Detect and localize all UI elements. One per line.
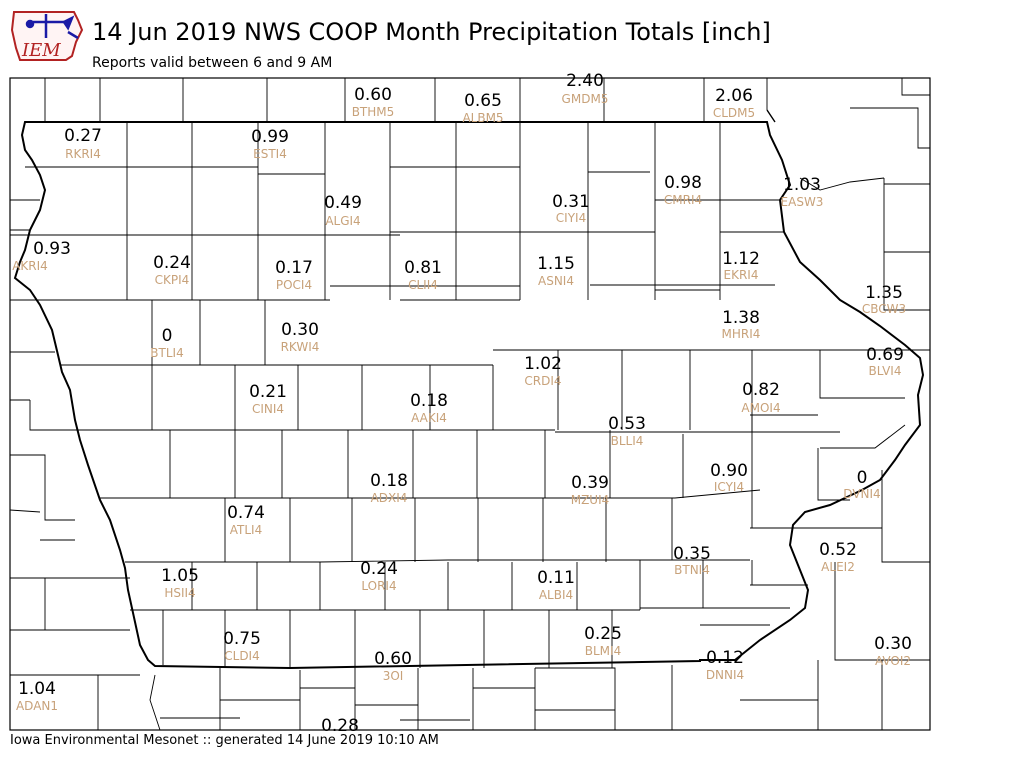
station-value: 0.99 (251, 127, 289, 147)
map-title: 14 Jun 2019 NWS COOP Month Precipitation… (92, 18, 771, 46)
station-value: 1.04 (18, 679, 56, 699)
station-value: 0.52 (819, 540, 857, 560)
station-id: AAKI4 (411, 411, 447, 425)
station-id: ESTI4 (253, 147, 287, 161)
station-value: 0.31 (552, 192, 590, 212)
station-id: AKRI4 (12, 259, 48, 273)
station-id: EASW3 (781, 195, 824, 209)
station-value: 0.24 (360, 559, 398, 579)
station-id: ICYI4 (714, 480, 744, 494)
station-id: AMOI4 (741, 401, 780, 415)
station-value: 0 (857, 468, 868, 488)
station-id: CMRI4 (664, 193, 702, 207)
station-id: ALEI2 (821, 560, 855, 574)
station-id: RKRI4 (65, 147, 101, 161)
station-id: CKPI4 (155, 273, 190, 287)
footer-credit: Iowa Environmental Mesonet :: generated … (10, 733, 439, 748)
logo-text: IEM (21, 40, 61, 61)
station-value: 1.12 (722, 249, 760, 269)
station-value: 0.25 (584, 624, 622, 644)
station-value: 1.05 (161, 566, 199, 586)
station-id: BTLI4 (150, 346, 183, 360)
station-value: 0.90 (710, 461, 748, 481)
county-boundaries (10, 78, 930, 730)
station-id: ALGI4 (325, 214, 360, 228)
station-id: POCI4 (276, 278, 312, 292)
station-id: CLII4 (408, 278, 438, 292)
station-value: 0.27 (64, 126, 102, 146)
station-id: 3OI (383, 669, 404, 683)
station-value: 0.30 (281, 320, 319, 340)
station-id: CBCW3 (862, 302, 906, 316)
station-id: BTHM5 (352, 105, 395, 119)
station-value: 0.53 (608, 414, 646, 434)
station-value: 1.02 (524, 354, 562, 374)
station-id: CLDM5 (713, 106, 755, 120)
station-id: DNNI4 (706, 668, 744, 682)
station-id: EKRI4 (724, 268, 759, 282)
station-id: ADXI4 (371, 491, 408, 505)
station-value: 0.21 (249, 382, 287, 402)
station-id: BLMI4 (585, 644, 621, 658)
station-id: CIYI4 (556, 211, 586, 225)
station-value: 0.75 (223, 629, 261, 649)
station-value: 0.18 (370, 471, 408, 491)
station-value: 1.38 (722, 308, 760, 328)
station-value: 0.93 (33, 239, 71, 259)
station-id: LORI4 (361, 579, 396, 593)
station-id: CLDI4 (224, 649, 259, 663)
station-id: BTNI4 (674, 563, 710, 577)
station-value: 0.39 (571, 473, 609, 493)
station-value: 0.65 (464, 91, 502, 111)
station-id: BLVI4 (869, 364, 902, 378)
station-id: HSII4 (164, 586, 195, 600)
station-id: ADAN1 (16, 699, 58, 713)
weather-station-icon (25, 14, 79, 40)
station-id: DVNI4 (843, 487, 880, 501)
station-value: 0.12 (706, 648, 744, 668)
station-value: 0.98 (664, 173, 702, 193)
station-value: 1.15 (537, 254, 575, 274)
station-id: ALBM5 (462, 111, 503, 125)
station-id: BLLI4 (611, 434, 644, 448)
station-value: 1.35 (865, 283, 903, 303)
station-id: CRDI4 (524, 374, 561, 388)
station-value: 0.74 (227, 503, 265, 523)
station-value: 0.82 (742, 380, 780, 400)
station-value: 0.60 (374, 649, 412, 669)
station-id: ATLI4 (230, 523, 262, 537)
station-value: 1.03 (783, 175, 821, 195)
station-value: 0.60 (354, 85, 392, 105)
map-frame (9, 77, 931, 731)
iem-logo: IEM (8, 8, 84, 66)
station-value: 0.81 (404, 258, 442, 278)
station-id: CINI4 (252, 402, 284, 416)
map-subtitle: Reports valid between 6 and 9 AM (92, 55, 333, 71)
station-value: 0.28 (321, 716, 359, 736)
station-value: 0.24 (153, 253, 191, 273)
station-value: 2.40 (566, 71, 604, 91)
station-id: AVOI2 (875, 654, 911, 668)
station-value: 0.69 (866, 345, 904, 365)
station-value: 0 (162, 326, 173, 346)
station-value: 0.30 (874, 634, 912, 654)
station-id: ALBI4 (539, 588, 573, 602)
station-value: 0.49 (324, 193, 362, 213)
station-id: GMDM5 (562, 92, 609, 106)
station-value: 2.06 (715, 86, 753, 106)
station-id: MHRI4 (722, 327, 761, 341)
station-id: RKWI4 (281, 340, 320, 354)
station-value: 0.18 (410, 391, 448, 411)
station-value: 0.11 (537, 568, 575, 588)
station-value: 0.17 (275, 258, 313, 278)
station-id: MZUI4 (571, 493, 610, 507)
station-value: 0.35 (673, 544, 711, 564)
station-id: ASNI4 (538, 274, 574, 288)
